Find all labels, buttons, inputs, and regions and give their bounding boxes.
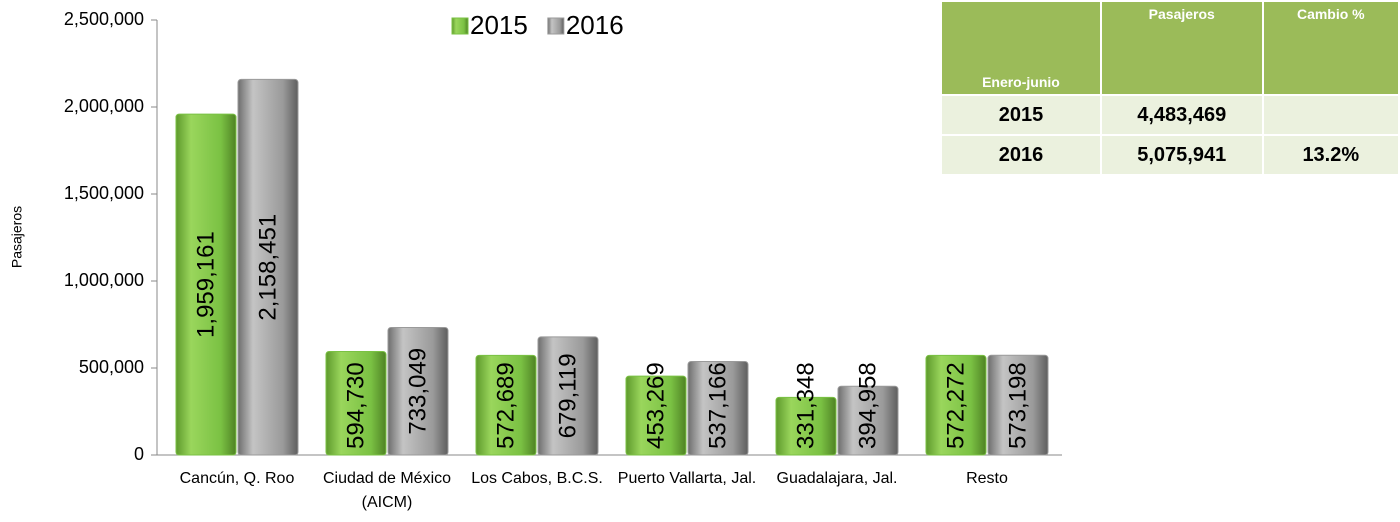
table-cell: 13.2% [1261, 134, 1400, 176]
table-header-cell: Pasajeros [1099, 0, 1264, 96]
table-cell: 2015 [940, 94, 1102, 136]
value-label: 594,730 [342, 362, 369, 449]
y-tick-label: 2,500,000 [64, 9, 144, 29]
bar [775, 396, 837, 456]
x-tick-label: Puerto Vallarta, Jal. [617, 470, 757, 487]
y-tick-label: 1,500,000 [64, 183, 144, 203]
bar [475, 354, 537, 456]
x-tick-label: Los Cabos, B.C.S. [471, 470, 603, 487]
bar [537, 336, 599, 456]
x-tick-label: Cancún, Q. Roo [179, 470, 295, 487]
value-label: 453,269 [642, 362, 669, 449]
table-cell: 2016 [940, 134, 1102, 176]
y-tick-label: 1,000,000 [64, 270, 144, 290]
bar [175, 113, 237, 456]
table-row: 2015 4,483,469 [940, 94, 1400, 136]
y-tick-label: 2,000,000 [64, 96, 144, 116]
table-cell: 5,075,941 [1099, 134, 1264, 176]
bar [987, 354, 1049, 456]
bar [325, 351, 387, 456]
table-row: 2016 5,075,941 13.2% [940, 134, 1400, 176]
x-tick-label: Resto [966, 470, 1008, 487]
bar [625, 375, 687, 456]
value-label: 572,689 [492, 362, 519, 449]
x-tick-label: Guadalajara, Jal. [776, 470, 898, 487]
value-label: 394,958 [854, 362, 881, 449]
value-label: 331,348 [792, 362, 819, 449]
bar [925, 354, 987, 456]
table-header-cell: Enero-junio [940, 0, 1102, 96]
table-cell [1261, 94, 1400, 136]
legend-label: 2016 [566, 10, 624, 40]
value-label: 1,959,161 [192, 231, 219, 338]
bar [387, 326, 449, 456]
y-tick-label: 0 [134, 444, 144, 464]
value-label: 733,049 [404, 348, 431, 435]
bar [837, 385, 899, 456]
y-tick-label: 500,000 [79, 357, 144, 377]
table-cell: 4,483,469 [1099, 94, 1264, 136]
x-tick-label: Ciudad de México (AICM) [322, 470, 452, 511]
value-label: 537,166 [704, 362, 731, 449]
y-axis-label: Pasajeros [9, 206, 25, 268]
header-row: Enero-junio Pasajeros Cambio % [940, 0, 1400, 96]
value-label: 2,158,451 [254, 214, 281, 321]
legend-swatch [547, 17, 565, 35]
table-header-cell: Cambio % [1261, 0, 1400, 96]
bar [237, 78, 299, 456]
legend-swatch [451, 17, 469, 35]
value-label: 679,119 [554, 353, 581, 438]
summary-table: Enero-junio Pasajeros Cambio % 2015 4,483,46… [940, 0, 1400, 176]
bar [687, 361, 749, 456]
legend-label: 2015 [470, 10, 528, 40]
value-label: 572,272 [942, 362, 969, 449]
value-label: 573,198 [1004, 362, 1031, 449]
